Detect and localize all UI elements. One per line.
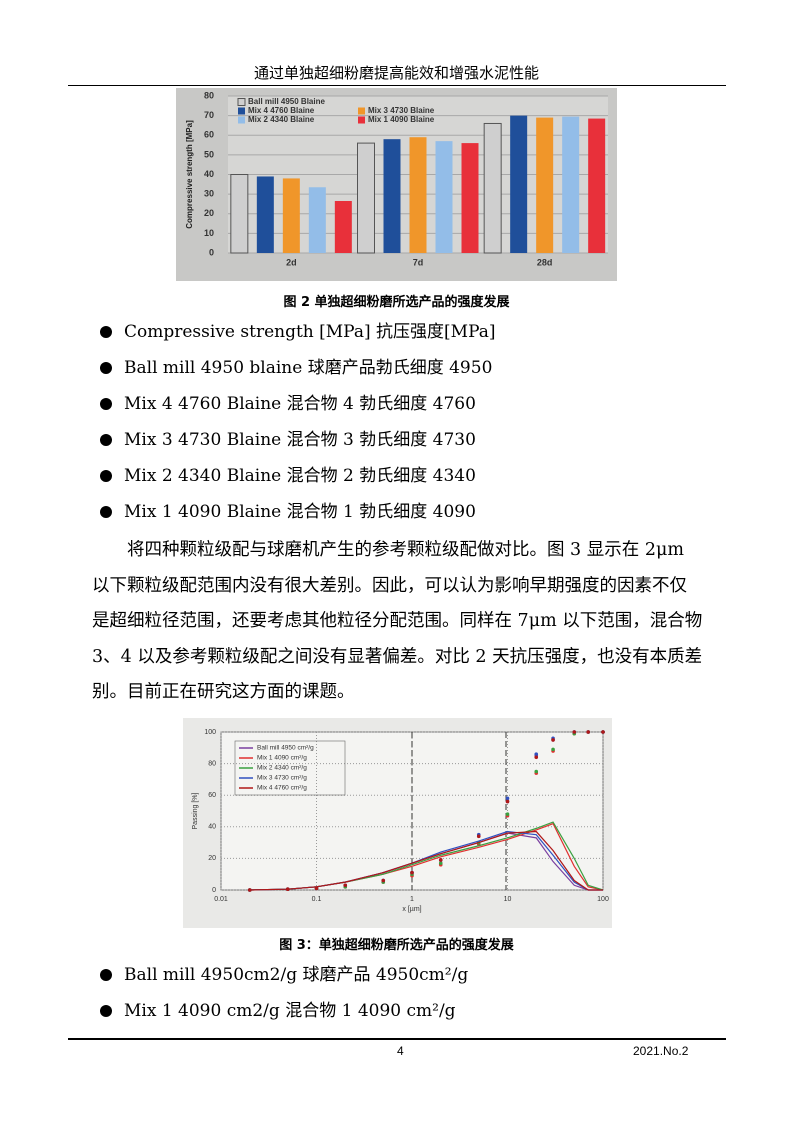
cumulative-point — [586, 730, 591, 734]
cumulative-point — [285, 887, 290, 892]
legend-label: Mix 1 4090 cm²/g — [257, 755, 307, 762]
x-tick-label: 28d — [537, 257, 553, 267]
figure-caption: 图 3：单独超细粉磨所选产品的强度发展 — [279, 938, 514, 953]
cumulative-point — [601, 730, 605, 734]
y-tick-label: 80 — [204, 90, 214, 100]
x-tick-label: 100 — [597, 896, 609, 903]
legend-label: Mix 3 4730 Blaine — [368, 106, 435, 115]
legend-label: Ball mill 4950 cm²/g — [257, 745, 314, 752]
legend-swatch — [238, 116, 245, 124]
y-tick-label: 10 — [204, 228, 214, 238]
cumulative-point — [438, 858, 443, 862]
legend-label: Mix 1 4090 Blaine — [368, 115, 435, 124]
x-tick-label: 1 — [410, 896, 414, 903]
bullet-item: Mix 1 4090 cm2/g 混合物 1 4090 cm²/g — [100, 993, 468, 1029]
legend-swatch — [237, 98, 246, 106]
x-axis-title: x [µm] — [402, 906, 421, 913]
bullet-item: Ball mill 4950cm2/g 球磨产品 4950cm²/g — [100, 957, 468, 993]
cumulative-point — [572, 730, 577, 734]
cumulative-point — [505, 799, 510, 804]
bullet-list: Ball mill 4950cm2/g 球磨产品 4950cm²/g Mix 1 … — [100, 957, 468, 1029]
bullet-item: Compressive strength [MPa] 抗压强度[MPa] — [100, 314, 496, 350]
bullet-item: Mix 2 4340 Blaine 混合物 2 勃氏细度 4340 — [100, 458, 496, 494]
cumulative-point — [314, 886, 319, 891]
y-tick-label: 40 — [208, 824, 216, 831]
y-tick-label: 60 — [208, 792, 216, 799]
cumulative-point — [534, 755, 539, 760]
legend-label: Mix 4 4760 Blaine — [248, 106, 315, 115]
cumulative-point — [247, 888, 252, 892]
issue: 2021.No.2 — [633, 1044, 689, 1058]
paragraph: 将四种颗粒级配与球磨机产生的参考颗粒级配做对比。图 3 显示在 2μm 以下颗粒… — [92, 540, 703, 702]
bar — [588, 118, 606, 253]
y-tick-label: 0 — [209, 247, 214, 257]
x-tick-label: 7d — [413, 257, 424, 267]
y-tick-label: 30 — [204, 189, 214, 199]
y-tick-label: 40 — [204, 169, 214, 179]
x-tick-label: 0.1 — [312, 896, 322, 903]
legend-label: Ball mill 4950 Blaine — [248, 97, 325, 106]
cumulative-point — [534, 752, 539, 756]
legend-label: Mix 2 4340 cm²/g — [257, 765, 307, 772]
bar — [510, 115, 528, 253]
y-tick-label: 60 — [204, 130, 214, 140]
legend-label: Mix 3 4730 cm²/g — [257, 775, 307, 782]
y-tick-label: 50 — [204, 149, 214, 159]
figure-caption: 图 2 单独超细粉磨所选产品的强度发展 — [283, 295, 510, 310]
bullet-item: Mix 3 4730 Blaine 混合物 3 勃氏细度 4730 — [100, 422, 496, 458]
header-title: 通过单独超细粉磨提高能效和增强水泥性能 — [253, 64, 539, 82]
y-tick-label: 100 — [204, 729, 216, 736]
legend-label: Mix 2 4340 Blaine — [248, 115, 315, 124]
cumulative-point — [534, 769, 539, 774]
cumulative-point — [410, 870, 414, 875]
cumulative-point — [476, 834, 481, 839]
y-tick-label: 70 — [204, 110, 214, 120]
legend-swatch — [238, 107, 245, 115]
x-tick-label: 2d — [286, 257, 297, 267]
legend-label: Mix 4 4760 cm²/g — [257, 785, 307, 792]
y-tick-label: 20 — [204, 208, 214, 218]
footer-rule — [68, 1038, 726, 1040]
bar — [357, 142, 375, 254]
y-tick-label: 80 — [208, 760, 216, 767]
y-tick-label: 0 — [212, 887, 216, 894]
bar — [461, 143, 479, 253]
bar — [483, 122, 502, 254]
cumulative-point — [551, 738, 555, 742]
bar-chart: 0 10 20 30 40 50 60 70 80 Compressive strength [M… — [176, 88, 617, 281]
y-tick-label: 20 — [208, 855, 216, 862]
legend-swatch — [358, 116, 365, 124]
line-chart: 0 20 40 60 80 100 0.01 0.1 1 10 100 x [µm] Passing [… — [183, 718, 612, 928]
cumulative-point — [343, 883, 348, 888]
cumulative-point — [551, 747, 555, 752]
bar — [256, 176, 274, 253]
bar — [562, 116, 580, 253]
cumulative-point — [505, 812, 510, 816]
bar — [435, 141, 453, 253]
bar — [409, 137, 427, 253]
page-number: 4 — [397, 1044, 404, 1058]
bar — [282, 178, 300, 253]
y-axis-title: Passing [%] — [192, 792, 199, 829]
legend-box — [234, 740, 346, 796]
cumulative-point — [438, 861, 443, 865]
bar — [383, 139, 401, 253]
x-tick-label: 0.01 — [214, 896, 228, 903]
cumulative-point — [505, 796, 510, 801]
bullet-list: Compressive strength [MPa] 抗压强度[MPa] Ball… — [100, 314, 496, 530]
bar — [536, 117, 554, 254]
bullet-item: Ball mill 4950 blaine 球磨产品勃氏细度 4950 — [100, 350, 496, 386]
legend-swatch — [358, 107, 365, 115]
bar — [308, 187, 326, 253]
bar — [334, 200, 352, 253]
header-rule — [68, 85, 726, 86]
y-axis-title: Compressive strength [MPa] — [185, 120, 194, 229]
bullet-item: Mix 4 4760 Blaine 混合物 4 勃氏细度 4760 — [100, 386, 496, 422]
density-line — [249, 830, 603, 891]
x-tick-label: 10 — [504, 896, 512, 903]
bullet-item: Mix 1 4090 Blaine 混合物 1 勃氏细度 4090 — [100, 494, 496, 530]
cumulative-point — [381, 878, 386, 883]
bar — [230, 174, 249, 254]
